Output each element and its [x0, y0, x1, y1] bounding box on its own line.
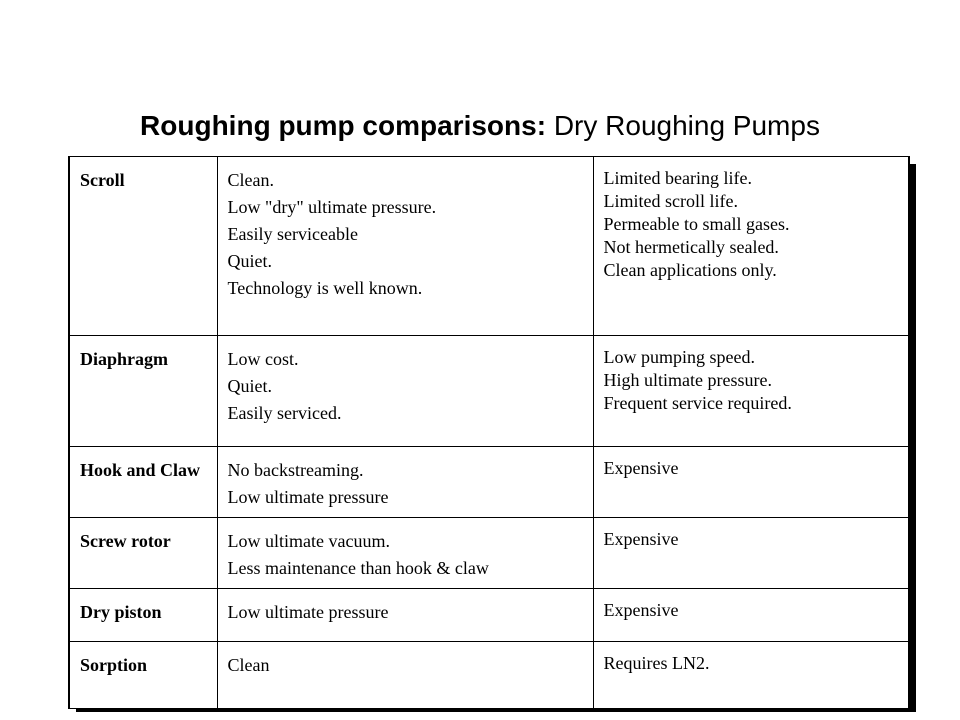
- advantage-item: Easily serviced.: [227, 403, 342, 423]
- disadvantage-item: Low pumping speed.: [603, 347, 755, 367]
- disadvantage-item: Limited bearing life.: [603, 168, 752, 188]
- disadvantages-cell: Expensive: [592, 588, 910, 642]
- advantage-item: Clean: [227, 655, 270, 675]
- advantages-cell: Low cost. Quiet. Easily serviced.: [216, 335, 594, 447]
- advantage-item: Quiet.: [227, 376, 273, 396]
- disadvantage-item: Permeable to small gases.: [603, 214, 790, 234]
- disadvantages-cell: Expensive: [592, 446, 910, 518]
- disadvantages-cell: Limited bearing life. Limited scroll lif…: [592, 156, 910, 336]
- table-row-sorption: Sorption Clean Requires LN2.: [68, 641, 910, 709]
- disadvantage-item: High ultimate pressure.: [603, 370, 772, 390]
- pump-type-cell: Scroll: [68, 156, 218, 336]
- advantage-item: Less maintenance than hook & claw: [227, 558, 489, 578]
- table-row-hook-and-claw: Hook and Claw No backstreaming. Low ulti…: [68, 446, 910, 518]
- table-row-dry-piston: Dry piston Low ultimate pressure Expensi…: [68, 588, 910, 642]
- advantage-item: Low "dry" ultimate pressure.: [227, 197, 437, 217]
- advantage-item: Low ultimate vacuum.: [227, 531, 390, 551]
- slide-title: Roughing pump comparisons: Dry Roughing …: [0, 106, 960, 146]
- comparison-table: Scroll Clean. Low "dry" ultimate pressur…: [68, 156, 910, 709]
- disadvantage-item: Not hermetically sealed.: [603, 237, 779, 257]
- advantages-cell: Low ultimate pressure: [216, 588, 594, 642]
- title-bold-text: Roughing pump comparisons:: [140, 110, 547, 141]
- disadvantages-cell: Expensive: [592, 517, 910, 589]
- disadvantage-item: Expensive: [603, 529, 679, 549]
- pump-type-cell: Hook and Claw: [68, 446, 218, 518]
- disadvantage-item: Expensive: [603, 600, 679, 620]
- pump-type-cell: Diaphragm: [68, 335, 218, 447]
- comparison-table-wrapper: Scroll Clean. Low "dry" ultimate pressur…: [68, 156, 916, 712]
- disadvantage-item: Requires LN2.: [603, 653, 710, 673]
- advantages-cell: Low ultimate vacuum. Less maintenance th…: [216, 517, 594, 589]
- disadvantage-item: Expensive: [603, 458, 679, 478]
- advantage-item: Quiet.: [227, 251, 273, 271]
- title-regular-text: Dry Roughing Pumps: [546, 110, 820, 141]
- advantages-cell: Clean. Low "dry" ultimate pressure. Easi…: [216, 156, 594, 336]
- advantage-item: Low ultimate pressure: [227, 487, 389, 507]
- advantage-item: Technology is well known.: [227, 278, 423, 298]
- advantages-cell: Clean: [216, 641, 594, 709]
- disadvantages-cell: Low pumping speed. High ultimate pressur…: [592, 335, 910, 447]
- pump-type-cell: Screw rotor: [68, 517, 218, 589]
- advantage-item: Easily serviceable: [227, 224, 358, 244]
- table-row-scroll: Scroll Clean. Low "dry" ultimate pressur…: [68, 156, 910, 336]
- pump-type-cell: Dry piston: [68, 588, 218, 642]
- pump-type-cell: Sorption: [68, 641, 218, 709]
- disadvantage-item: Clean applications only.: [603, 260, 777, 280]
- advantage-item: Clean.: [227, 170, 275, 190]
- advantage-item: No backstreaming.: [227, 460, 364, 480]
- disadvantage-item: Frequent service required.: [603, 393, 792, 413]
- advantage-item: Low cost.: [227, 349, 299, 369]
- advantages-cell: No backstreaming. Low ultimate pressure: [216, 446, 594, 518]
- disadvantage-item: Limited scroll life.: [603, 191, 738, 211]
- disadvantages-cell: Requires LN2.: [592, 641, 910, 709]
- advantage-item: Low ultimate pressure: [227, 602, 389, 622]
- table-row-screw-rotor: Screw rotor Low ultimate vacuum. Less ma…: [68, 517, 910, 589]
- table-row-diaphragm: Diaphragm Low cost. Quiet. Easily servic…: [68, 335, 910, 447]
